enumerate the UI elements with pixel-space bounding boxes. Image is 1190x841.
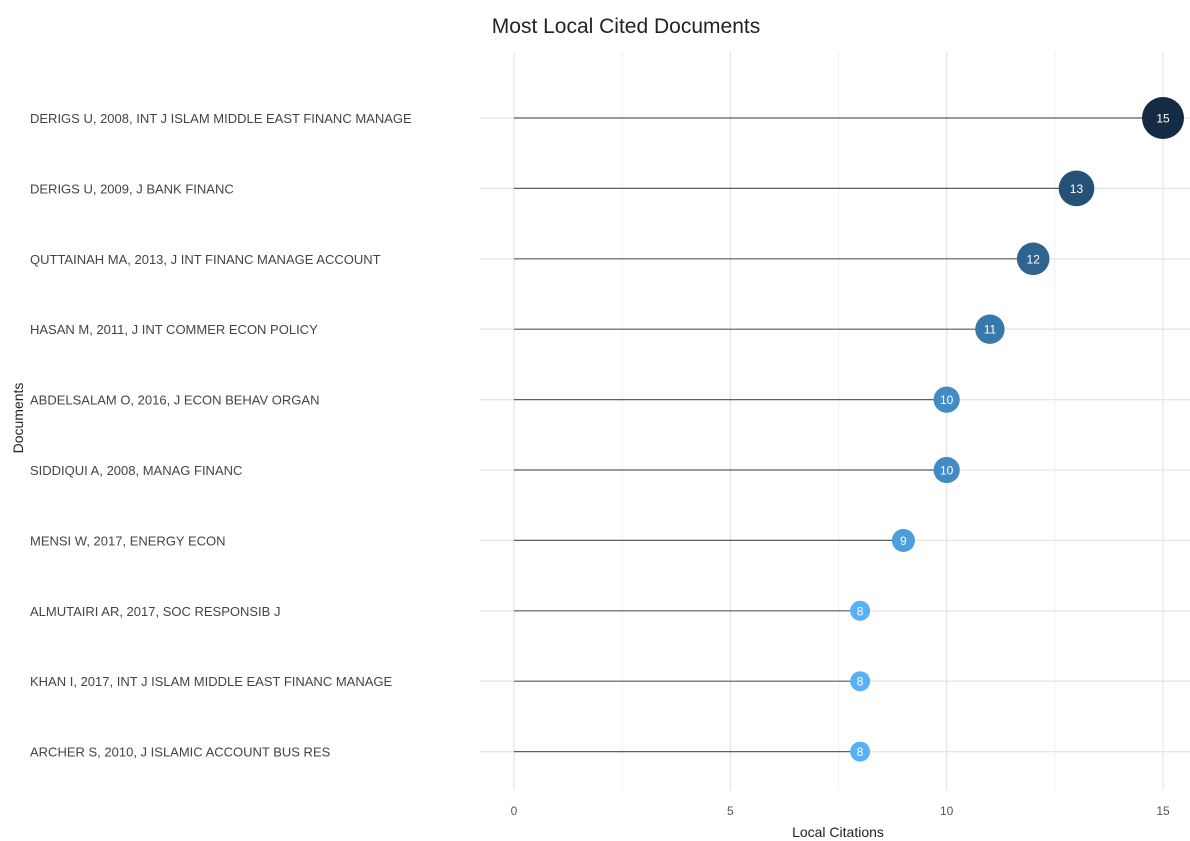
data-label: 8 bbox=[857, 604, 864, 618]
category-label: KHAN I, 2017, INT J ISLAM MIDDLE EAST FI… bbox=[30, 674, 392, 689]
data-label: 10 bbox=[940, 393, 954, 407]
x-tick-label: 10 bbox=[940, 804, 954, 818]
lollipop-dot bbox=[933, 456, 960, 484]
x-axis-title: Local Citations bbox=[792, 824, 884, 840]
data-label: 8 bbox=[857, 745, 864, 759]
lollipop-dot bbox=[975, 314, 1005, 344]
category-label: ARCHER S, 2010, J ISLAMIC ACCOUNT BUS RE… bbox=[30, 745, 331, 760]
lollipop-dot bbox=[1058, 170, 1095, 207]
y-axis-title: Documents bbox=[10, 383, 26, 454]
stems bbox=[514, 117, 1163, 753]
data-label: 11 bbox=[984, 323, 997, 337]
lollipop-dot bbox=[850, 600, 871, 621]
grid bbox=[480, 52, 1190, 790]
x-tick-label: 0 bbox=[511, 804, 518, 818]
data-label: 10 bbox=[940, 464, 954, 478]
data-label: 15 bbox=[1156, 112, 1170, 126]
lollipop-dot bbox=[1016, 242, 1050, 276]
lollipop-dot bbox=[891, 528, 915, 552]
chart-title: Most Local Cited Documents bbox=[492, 15, 760, 38]
category-label: HASAN M, 2011, J INT COMMER ECON POLICY bbox=[30, 322, 318, 337]
x-tick-labels: 0 5 10 15 bbox=[511, 804, 1170, 818]
category-label: ABDELSALAM O, 2016, J ECON BEHAV ORGAN bbox=[30, 393, 319, 408]
category-label: SIDDIQUI A, 2008, MANAG FINANC bbox=[30, 463, 242, 478]
category-label: QUTTAINAH MA, 2013, J INT FINANC MANAGE … bbox=[30, 252, 381, 267]
lollipop-dot bbox=[1142, 97, 1184, 139]
category-labels: DERIGS U, 2008, INT J ISLAM MIDDLE EAST … bbox=[30, 111, 412, 760]
category-label: DERIGS U, 2008, INT J ISLAM MIDDLE EAST … bbox=[30, 111, 412, 126]
data-label: 12 bbox=[1027, 252, 1041, 266]
x-tick-label: 5 bbox=[727, 804, 734, 818]
category-label: ALMUTAIRI AR, 2017, SOC RESPONSIB J bbox=[30, 604, 280, 619]
data-label: 13 bbox=[1070, 182, 1084, 196]
category-label: DERIGS U, 2009, J BANK FINANC bbox=[30, 181, 234, 196]
data-label: 9 bbox=[900, 534, 907, 548]
x-tick-label: 15 bbox=[1156, 804, 1170, 818]
lollipop-dot bbox=[850, 741, 871, 762]
lollipop-dot bbox=[850, 671, 871, 692]
category-label: MENSI W, 2017, ENERGY ECON bbox=[30, 533, 226, 548]
dots: 15 13 12 11 10 10 9 8 8 8 bbox=[850, 97, 1184, 762]
lollipop-dot bbox=[933, 386, 960, 413]
data-label: 8 bbox=[857, 675, 864, 689]
